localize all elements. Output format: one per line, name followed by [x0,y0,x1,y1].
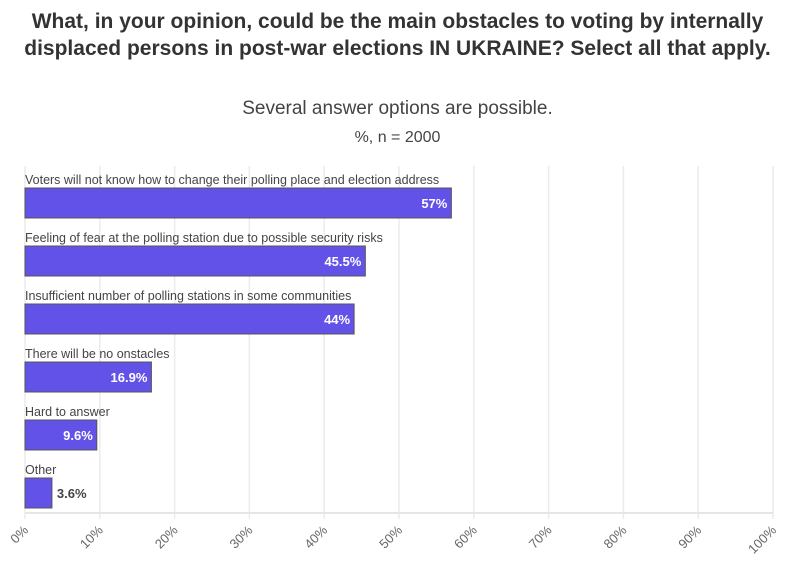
bar [24,245,366,277]
x-axis: 0% 10% 20% 30% 40% 50% 60% 70% 80% 90% 100% [7,512,779,557]
value-label: 16.9% [111,370,148,385]
category-label: Insufficient number of polling stations … [25,289,351,303]
value-label: 57% [421,196,447,211]
bars: Voters will not know how to change their… [24,173,452,509]
bar-group: Feeling of fear at the polling station d… [24,231,383,277]
tick-label: 60% [451,522,480,551]
chart-subtitle: Several answer options are possible. [242,98,553,119]
gridlines [24,166,774,519]
tick-label: 90% [675,522,704,551]
chart-title: What, in your opinion, could be the main… [24,10,771,60]
tick-label: 50% [376,522,405,551]
bar [24,477,53,509]
category-label: Voters will not know how to change their… [25,173,439,187]
bar-group: There will be no onstacles 16.9% [24,347,170,393]
tick-label: 20% [152,522,181,551]
tick-label: 100% [745,522,779,556]
bar-group: Insufficient number of polling stations … [24,289,355,335]
category-label: Hard to answer [25,405,110,419]
value-label: 3.6% [57,486,87,501]
bar [24,187,452,219]
category-label: There will be no onstacles [25,347,170,361]
tick-label: 30% [227,522,256,551]
bar [24,361,152,393]
tick-label: 70% [526,522,555,551]
bar-group: Hard to answer 9.6% [24,405,110,451]
category-label: Feeling of fear at the polling station d… [25,231,383,245]
value-label: 44% [324,312,350,327]
chart-note: %, n = 2000 [354,129,441,146]
category-label: Other [25,463,56,477]
bar [24,419,98,451]
tick-label: 0% [7,522,31,546]
tick-label: 80% [601,522,630,551]
value-label: 9.6% [63,428,93,443]
tick-label: 10% [77,522,106,551]
bar [24,303,355,335]
value-label: 45.5% [324,254,361,269]
tick-label: 40% [301,522,330,551]
bar-group: Voters will not know how to change their… [24,173,452,219]
